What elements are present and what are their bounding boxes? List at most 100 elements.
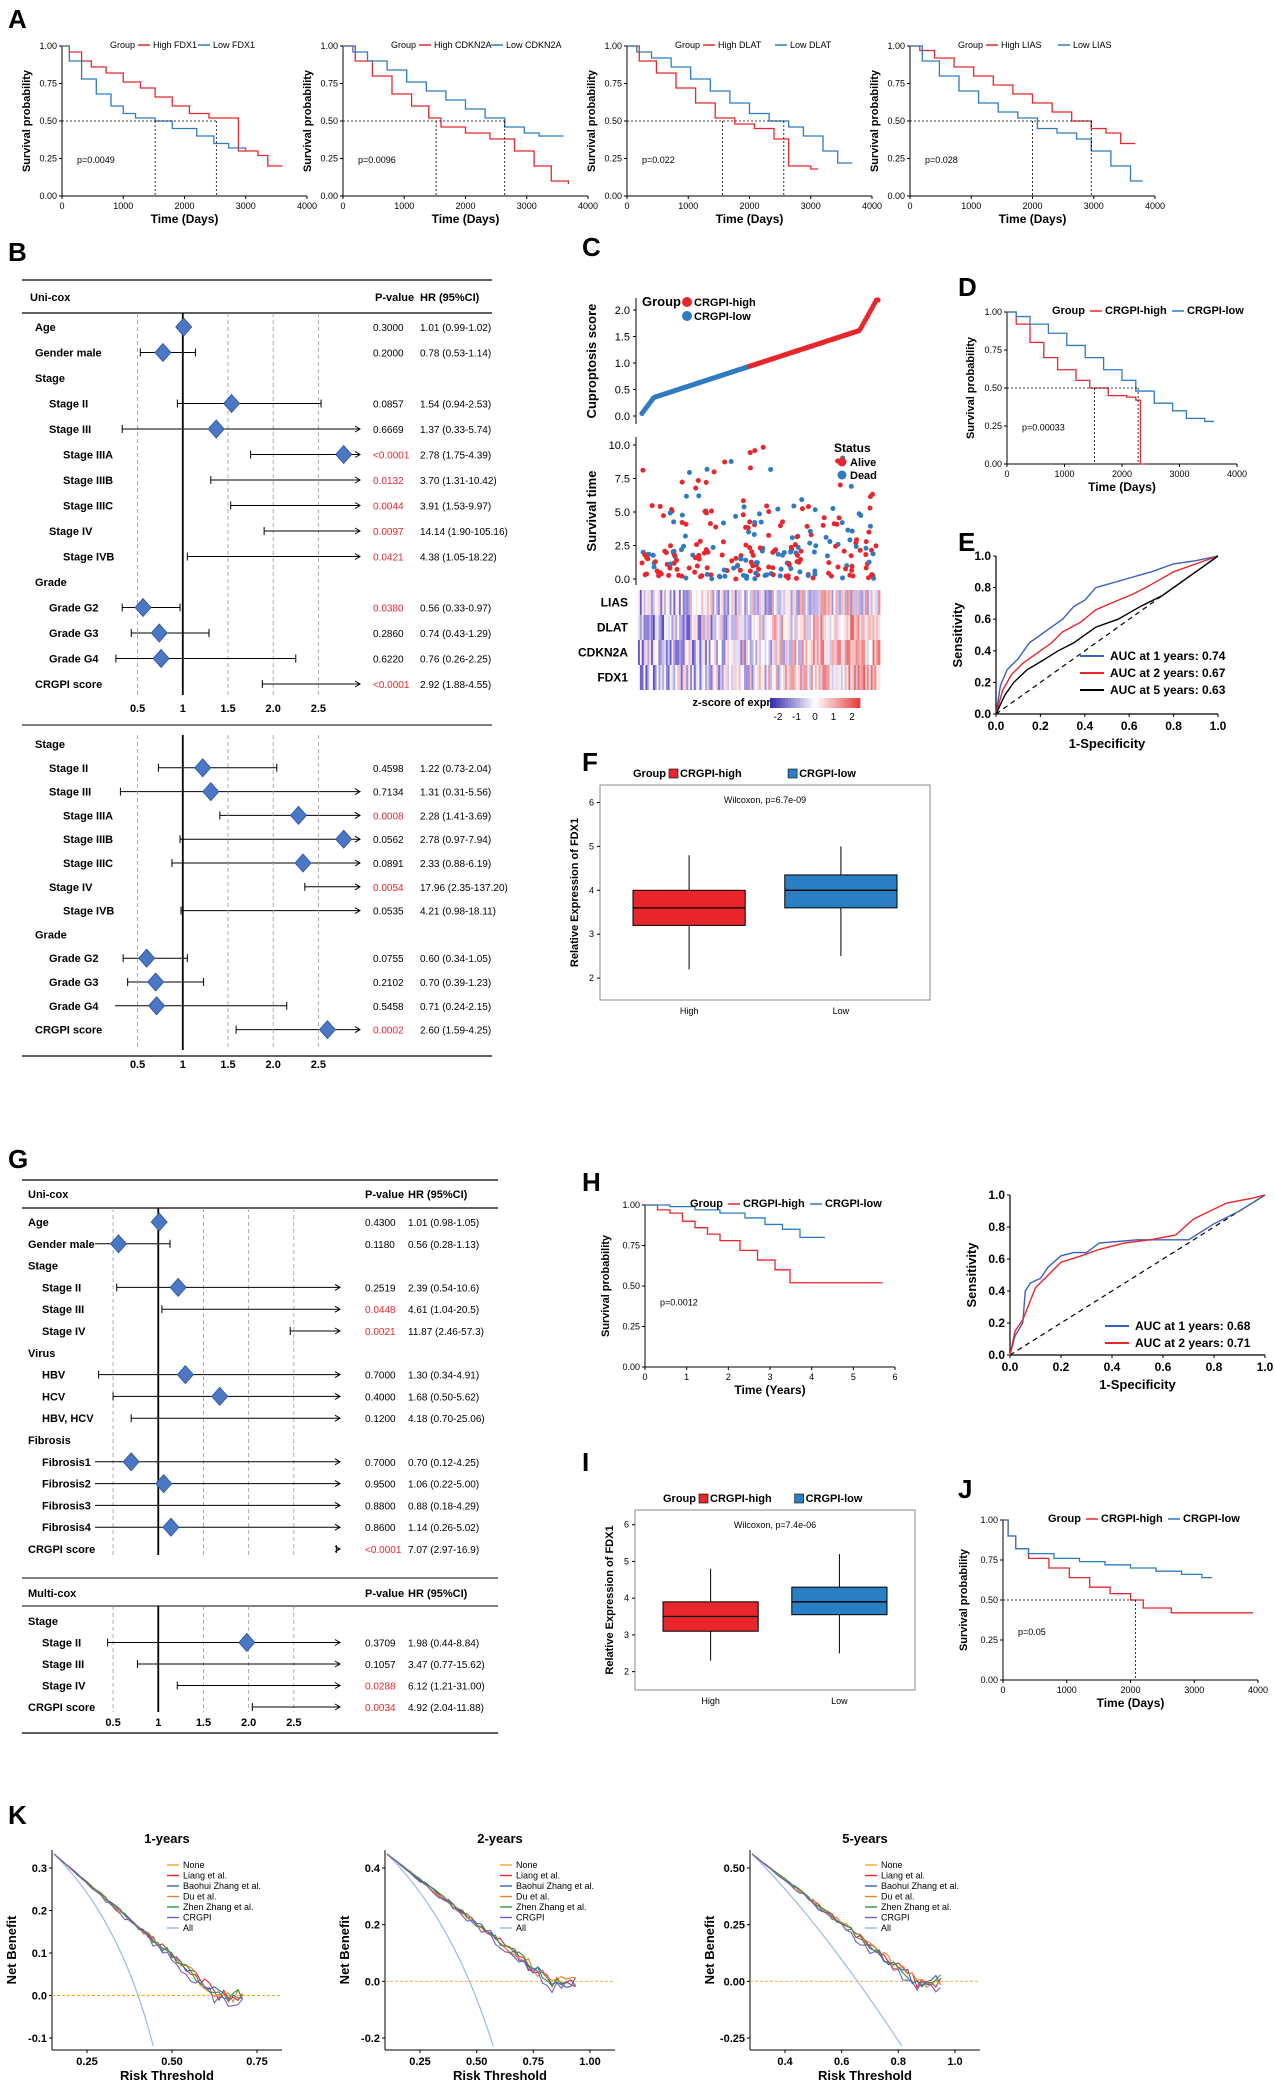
heatmap-cell — [833, 665, 836, 690]
heatmap-cell — [827, 615, 831, 640]
heatmap-cell — [874, 640, 877, 665]
colorbar-cell — [797, 698, 801, 708]
heatmap-cell — [652, 590, 656, 615]
p-value-cell: 0.0021 — [365, 1327, 396, 1338]
hr-diamond — [207, 419, 225, 439]
heatmap-cell — [652, 615, 656, 640]
hr-cell: 11.87 (2.46-57.3) — [408, 1327, 484, 1338]
y-tick-label: 4 — [589, 885, 594, 895]
y-tick-label: 2 — [624, 1667, 629, 1677]
survival-point — [849, 563, 855, 569]
heatmap-cell — [665, 615, 669, 640]
y-tick-label: 0.75 — [622, 1241, 640, 1251]
heatmap-cell — [703, 665, 706, 690]
heatmap-cell — [678, 640, 682, 665]
heatmap-cell — [714, 665, 717, 690]
forest-row-label: Stage III — [49, 424, 91, 436]
heatmap-cell — [812, 615, 816, 640]
heatmap-cell — [705, 590, 708, 615]
heatmap-cell — [805, 615, 808, 640]
heatmap-cell — [826, 640, 829, 665]
legend-entry: AUC at 1 years: 0.74 — [1110, 649, 1226, 663]
heatmap-cell — [734, 640, 738, 665]
heatmap-cell — [656, 640, 659, 665]
colorbar-cell — [779, 698, 783, 708]
survival-point — [796, 559, 802, 565]
heatmap-cell — [729, 615, 732, 640]
y-tick-label: 0.25 — [39, 154, 57, 164]
heatmap-cell — [812, 665, 816, 690]
km-curve-low — [627, 45, 853, 164]
panel-label-i: I — [582, 1447, 589, 1477]
heatmap-cell — [710, 615, 713, 640]
model-curve — [53, 1853, 244, 2007]
heatmap-cell — [874, 665, 877, 690]
legend-dot-alive — [837, 457, 847, 467]
model-curve — [751, 1853, 942, 1988]
ci-arrow — [354, 788, 361, 796]
heatmap-cell — [664, 640, 667, 665]
heatmap-cell — [786, 615, 790, 640]
heatmap-cell — [811, 665, 814, 690]
heatmap-cell — [684, 615, 687, 640]
y-tick-label: 1.00 — [984, 307, 1002, 317]
survival-point — [753, 570, 759, 576]
heatmap-cell — [816, 590, 819, 615]
survival-point — [747, 519, 753, 525]
heatmap-cell — [751, 590, 754, 615]
model-curve — [751, 1853, 941, 1989]
panel-label-h: H — [582, 1167, 601, 1197]
heatmap-cell — [716, 590, 719, 615]
colorbar-cell — [824, 698, 828, 708]
heatmap-cell — [684, 665, 687, 690]
heatmap-cell — [876, 590, 879, 615]
heatmap-cell — [822, 590, 825, 615]
hr-cell: 1.14 (0.26-5.02) — [408, 1523, 479, 1534]
survival-point — [775, 551, 781, 557]
p-value-cell: <0.0001 — [373, 451, 410, 462]
heatmap-cell — [878, 590, 881, 615]
heatmap-cell — [706, 590, 710, 615]
legend-low: Low CDKN2A — [506, 40, 562, 50]
hr-diamond — [194, 758, 212, 778]
x-axis-title: Time (Days) — [716, 212, 784, 226]
panel-label-b: B — [8, 237, 27, 267]
colorbar-cell — [785, 698, 789, 708]
survival-point — [870, 491, 876, 497]
heatmap-cell — [736, 590, 739, 615]
ci-arrow — [354, 502, 361, 509]
heatmap-cell — [643, 615, 646, 640]
heatmap-cell — [738, 640, 741, 665]
survival-point — [762, 572, 768, 578]
hr-diamond — [202, 781, 220, 802]
heatmap-cell — [857, 615, 860, 640]
colorbar-tick: 1 — [831, 712, 837, 723]
all-line — [53, 1853, 154, 2047]
heatmap-cell — [749, 640, 752, 665]
survival-point — [682, 533, 688, 539]
legend-title: Group — [690, 1198, 723, 1210]
y-axis-title: Survival probability — [869, 69, 881, 172]
x-tick-label: 1000 — [1054, 469, 1074, 479]
y-tick-label: 0.2 — [365, 1920, 380, 1932]
heatmap-cell — [779, 665, 782, 690]
heatmap-cell — [673, 615, 676, 640]
colorbar-cell — [857, 698, 861, 708]
heatmap-cell — [777, 640, 780, 665]
survival-point — [745, 525, 751, 531]
ci-arrow — [354, 553, 361, 560]
survival-point — [679, 512, 685, 518]
x-tick-label: 3000 — [1169, 469, 1189, 479]
legend-low: Low FDX1 — [213, 40, 255, 50]
heatmap-cell — [773, 665, 777, 690]
survival-point — [766, 509, 772, 515]
heatmap-cell — [671, 590, 674, 615]
x-tick-label: 0.25 — [76, 2056, 97, 2068]
heatmap-cell — [680, 665, 684, 690]
heatmap-cell — [662, 665, 665, 690]
x-tick-label: 3 — [767, 1372, 772, 1382]
ci-arrow — [334, 1660, 341, 1668]
legend-dot-dead — [837, 470, 847, 480]
survival-point — [731, 565, 737, 571]
y-axis-title: Survival probability — [958, 1548, 970, 1651]
